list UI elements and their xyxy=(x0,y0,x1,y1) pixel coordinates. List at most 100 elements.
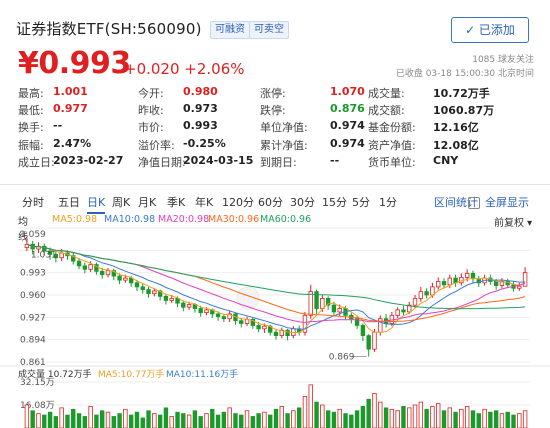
y-tick-label: 0.861 xyxy=(20,358,46,368)
followers-count: 1085 球友关注 xyxy=(472,55,534,65)
candle-body xyxy=(198,308,203,313)
high-annotation: 1.031 xyxy=(31,250,57,260)
tab-period[interactable]: 五日 xyxy=(58,196,80,209)
candle-body xyxy=(88,264,93,270)
ma-legend-item: MA10:0.98 xyxy=(104,214,156,225)
y-tick-label: 0.960 xyxy=(20,291,46,301)
ma-toggle[interactable]: 均线 xyxy=(18,217,28,243)
volume-bar xyxy=(349,414,354,428)
stat-label: 成交量: xyxy=(368,87,405,100)
volume-bar xyxy=(268,414,273,428)
tab-period[interactable]: 季K xyxy=(167,196,186,209)
stat-value: 0.980 xyxy=(183,85,218,98)
volume-bar xyxy=(372,393,377,428)
stat-label: 累计净值: xyxy=(260,138,308,152)
tab-period[interactable]: 5分 xyxy=(352,196,370,209)
kline-chart[interactable]: 1.059 0.993 0.960 0.927 0.894 0.861 1.031 0.869… xyxy=(0,226,550,428)
candle-body xyxy=(464,272,470,278)
stat-value: 0.993 xyxy=(183,119,218,133)
candle-body xyxy=(169,297,174,301)
tab-period[interactable]: 15分 xyxy=(322,196,347,209)
volume-bar xyxy=(181,413,186,428)
watermark-logo xyxy=(236,286,260,310)
candle-body xyxy=(517,285,522,289)
volume-bar xyxy=(192,410,198,428)
volume-bar xyxy=(505,411,510,428)
candle-body xyxy=(140,286,145,290)
settings-icon[interactable] xyxy=(468,197,480,209)
volume-bar xyxy=(517,413,522,428)
stat-label: 最高: xyxy=(18,87,44,100)
stat-label: 成交额: xyxy=(368,104,405,118)
tab-period[interactable]: 分时 xyxy=(22,196,44,209)
tab-period[interactable]: 1分 xyxy=(379,196,397,209)
stat-value: -0.25% xyxy=(183,136,226,150)
volume-tick: 32.15万 xyxy=(20,378,55,388)
candle-body xyxy=(436,281,441,288)
candle-body xyxy=(424,291,429,296)
candle-body xyxy=(447,277,452,286)
candle-body xyxy=(227,313,232,320)
volume-bar xyxy=(499,413,505,428)
tab-period[interactable]: 周K xyxy=(112,196,131,209)
volume-bar xyxy=(314,401,319,428)
volume-bar xyxy=(128,414,134,428)
tab-period[interactable]: 月K xyxy=(138,196,157,209)
fullscreen-link[interactable]: 全屏显示 xyxy=(485,196,529,209)
volume-bar xyxy=(134,411,140,428)
volume-ma10: MA10:11.16万手 xyxy=(166,368,238,380)
stat-label: 昨收: xyxy=(138,104,164,118)
candle-body xyxy=(53,253,59,259)
margin-badge[interactable]: 可融资 xyxy=(210,21,250,39)
candle-body xyxy=(71,255,76,262)
volume-bar xyxy=(198,416,203,428)
stat-value: -- xyxy=(53,119,63,133)
short-badge[interactable]: 可卖空 xyxy=(249,21,289,39)
low-annotation: 0.869 xyxy=(329,353,355,363)
stat-value: 10.72万手 xyxy=(433,87,490,100)
volume-bar xyxy=(117,413,122,428)
compare-link[interactable]: 区间统计 xyxy=(434,196,478,209)
volume-bar xyxy=(285,413,290,428)
adjust-dropdown[interactable]: 前复权 ▾ xyxy=(494,218,533,229)
volume-bar xyxy=(366,398,371,428)
volume-bar xyxy=(88,406,93,428)
volume-bar xyxy=(239,414,244,428)
candle-body xyxy=(221,316,227,320)
candle-body xyxy=(100,270,105,276)
change-value: +0.020 xyxy=(124,60,180,78)
volume-bar xyxy=(71,408,76,428)
volume-bar xyxy=(476,413,481,428)
candle-body xyxy=(82,265,88,270)
tab-period[interactable]: 日K xyxy=(87,194,106,214)
volume-ma5: MA5:10.77万手 xyxy=(98,368,164,380)
stat-label: 货币单位: xyxy=(368,155,416,169)
stat-value: 0.977 xyxy=(53,102,88,116)
volume-bar xyxy=(453,411,458,428)
candle-body xyxy=(59,252,64,259)
tab-period[interactable]: 60分 xyxy=(258,196,283,209)
candle-body xyxy=(146,289,151,295)
volume-bar xyxy=(470,410,476,428)
volume-bar xyxy=(482,408,487,428)
candle-body xyxy=(325,297,331,306)
watch-button[interactable]: ✓ 已添加 xyxy=(451,17,529,43)
candle-body xyxy=(42,245,47,252)
stat-value: 1.070 xyxy=(330,85,365,98)
volume-bar xyxy=(325,410,331,428)
volume-bar xyxy=(123,408,128,428)
candle-body xyxy=(134,282,140,288)
tab-period[interactable]: 30分 xyxy=(290,196,315,209)
section-divider xyxy=(0,184,550,185)
volume-bar xyxy=(233,413,238,428)
tab-period[interactable]: 年K xyxy=(195,196,214,209)
volume-bar xyxy=(279,406,284,428)
security-title: 证券指数ETF(SH:560090) xyxy=(16,20,202,38)
stat-value: 1060.87万 xyxy=(433,104,495,118)
stat-label: 资产净值: xyxy=(368,138,416,152)
candle-body xyxy=(250,318,256,326)
stat-label: 净值日期: xyxy=(138,155,186,169)
tab-period[interactable]: 120分 xyxy=(222,196,254,209)
candle-body xyxy=(256,325,261,330)
candle-body xyxy=(163,295,169,301)
